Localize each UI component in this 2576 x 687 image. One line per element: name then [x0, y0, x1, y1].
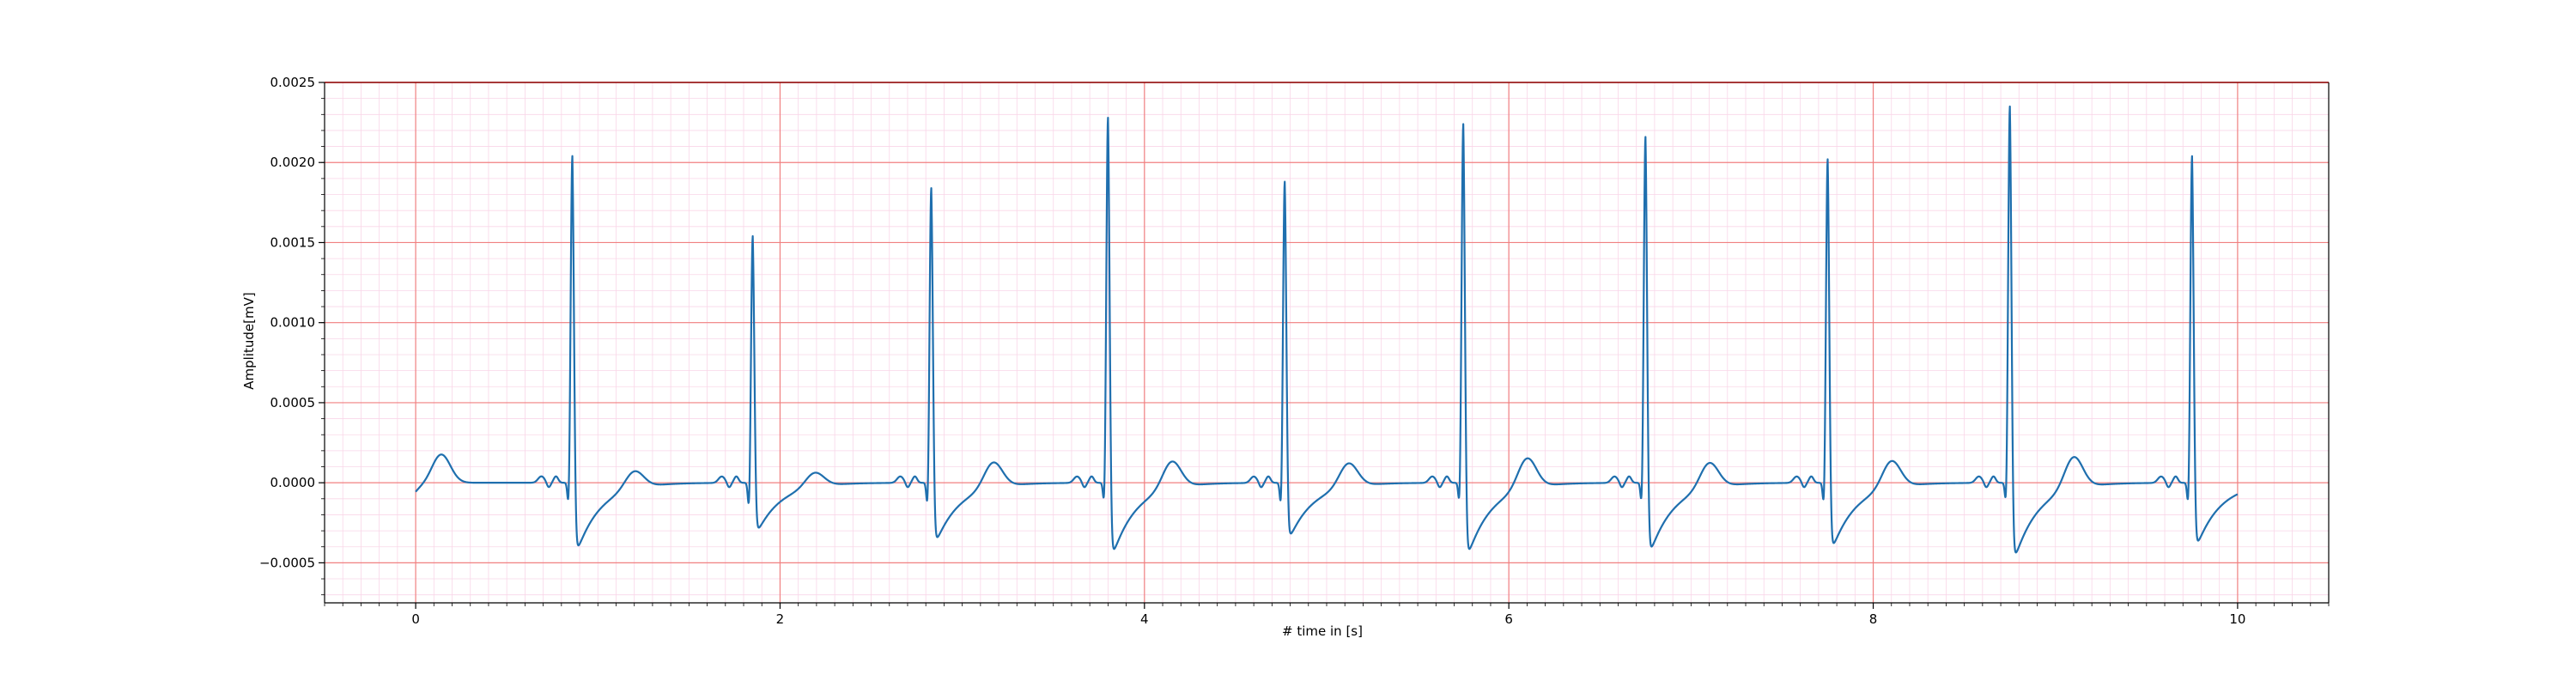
series-layer — [415, 105, 2239, 554]
y-tick-label: 0.0010 — [270, 315, 316, 331]
x-tick-label: 2 — [776, 611, 785, 627]
major-grid — [325, 82, 2329, 603]
y-tick-label: 0.0020 — [270, 155, 316, 170]
x-axis-label: # time in [s] — [1282, 623, 1363, 639]
y-tick-label: 0.0000 — [270, 475, 316, 490]
y-tick-label: 0.0015 — [270, 234, 316, 250]
y-axis-label: Amplitude[mV] — [241, 292, 257, 389]
x-tick-label: 8 — [1869, 611, 1878, 627]
x-axis-ticks: 0 2 4 6 8 10 — [324, 603, 2330, 627]
ecg-series-line — [415, 105, 2239, 554]
x-tick-label: 10 — [2229, 611, 2245, 627]
y-tick-label: −0.0005 — [259, 555, 315, 570]
x-tick-label: 4 — [1140, 611, 1149, 627]
y-tick-label: 0.0005 — [270, 395, 316, 410]
x-tick-label: 0 — [411, 611, 420, 627]
y-axis-ticks: −0.0005 0.0000 0.0005 0.0010 0.0015 0.0020 0.0… — [259, 75, 325, 596]
x-tick-label: 6 — [1504, 611, 1513, 627]
y-tick-label: 0.0025 — [270, 75, 316, 90]
